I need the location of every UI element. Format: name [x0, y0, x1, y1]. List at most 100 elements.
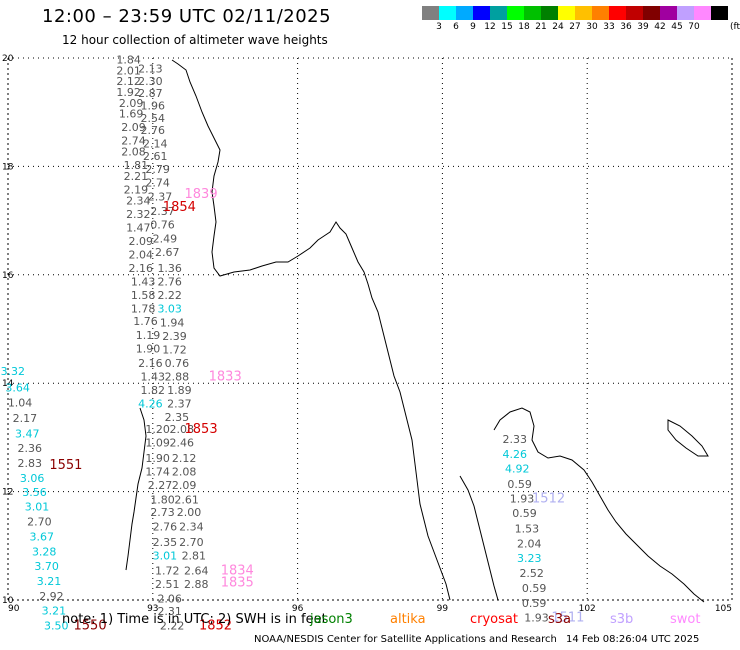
satellite-name-jason3: jason3	[310, 612, 353, 627]
wave-height-value: 0.76	[165, 357, 190, 370]
legend-tick-label: 30	[586, 22, 598, 32]
wave-height-value: 3.56	[22, 486, 47, 499]
wave-height-value: 2.09	[119, 97, 144, 110]
wave-height-value: 2.12	[172, 452, 197, 465]
wave-height-value: 0.59	[522, 582, 547, 595]
wave-height-value: 2.01	[116, 64, 141, 77]
wave-height-value: 2.14	[143, 137, 168, 150]
pass-time-label: 1512	[532, 491, 565, 506]
pass-time-label: 1839	[185, 187, 218, 202]
cambodia-island	[667, 419, 709, 457]
wave-height-value: 1.20	[145, 423, 170, 436]
wave-height-value: 2.87	[138, 87, 163, 100]
wave-height-value: 2.34	[179, 521, 204, 534]
legend-tick-label: 12	[484, 22, 496, 32]
pass-time-label: 1854	[163, 200, 196, 215]
wave-height-value: 1.43	[131, 276, 156, 289]
wave-height-value: 2.67	[155, 246, 180, 259]
satellite-name-s3b: s3b	[610, 612, 634, 627]
credit-line: NOAA/NESDIS Center for Satellite Applica…	[254, 634, 557, 645]
color-legend-bar	[422, 6, 728, 20]
wave-height-value: 2.51	[155, 578, 180, 591]
wave-height-value: 3.06	[20, 472, 45, 485]
wave-height-value: 2.12	[116, 75, 141, 88]
wave-height-value: 1.90	[145, 452, 170, 465]
legend-swatch	[507, 6, 524, 20]
wave-height-value: 3.01	[25, 501, 50, 514]
myanmar-bangladesh-coast	[171, 59, 451, 601]
legend-swatch	[524, 6, 541, 20]
pass-time-label: 1551	[49, 458, 82, 473]
wave-height-value: 2.52	[519, 567, 544, 580]
wave-height-value: 3.47	[15, 427, 40, 440]
wave-height-value: 2.76	[157, 276, 182, 289]
latitude-tick-label: 12	[2, 488, 13, 498]
wave-height-value: 1.92	[116, 86, 141, 99]
wave-height-value: 1.76	[133, 315, 158, 328]
wave-height-value: 1.53	[515, 522, 540, 535]
longitude-tick-label: 93	[147, 604, 158, 614]
legend-swatch	[575, 6, 592, 20]
wave-height-value: 2.34	[126, 194, 151, 207]
wave-height-value: 1.84	[116, 53, 141, 66]
wave-height-value: 1.04	[8, 397, 33, 410]
wave-height-value: 3.64	[5, 381, 30, 394]
latitude-tick-label: 14	[2, 379, 14, 389]
wave-height-value: 4.92	[505, 463, 530, 476]
legend-swatch	[626, 6, 643, 20]
longitude-tick-label: 105	[715, 604, 732, 614]
altimeter-track-values: 3.32 3.64 1.04 2.17 3.47 2.36 2.83 3.063.56 3.01…	[1, 53, 585, 633]
wave-height-value: 2.61	[143, 150, 168, 163]
map-frame	[7, 57, 733, 601]
wave-height-value: 2.36	[17, 442, 42, 455]
wave-height-value: 2.04	[128, 249, 153, 262]
wave-height-value: 1.78	[131, 303, 156, 316]
wave-height-value: 1.94	[160, 316, 185, 329]
coastline	[125, 59, 709, 603]
wave-height-value: 2.35	[153, 536, 178, 549]
wave-height-value: 2.70	[179, 536, 204, 549]
wave-height-value: 2.04	[517, 537, 542, 550]
wave-height-value: 2.73	[150, 506, 175, 519]
wave-height-value: 2.61	[174, 494, 199, 507]
wave-height-value: 3.50	[44, 619, 69, 632]
legend-swatch	[643, 6, 660, 20]
wave-height-value: 3.21	[42, 605, 67, 618]
latitude-tick-label: 20	[2, 54, 14, 64]
wave-height-value: 3.32	[1, 365, 26, 378]
legend-tick-label: 3	[436, 22, 442, 32]
wave-height-value: 2.32	[126, 208, 151, 221]
wave-height-value: 1.96	[141, 99, 166, 112]
footer-note: note: 1) Time is in UTC; 2) SWH is in fe…	[62, 612, 327, 627]
satellite-name-altika: altika	[390, 612, 426, 627]
legend-swatch	[541, 6, 558, 20]
satellite-name-swot: swot	[670, 612, 701, 627]
wave-height-value: 2.30	[138, 75, 163, 88]
wave-height-value: 1.81	[124, 159, 149, 172]
wave-height-value: 2.64	[184, 565, 209, 578]
legend-swatch	[456, 6, 473, 20]
thai-coast	[493, 407, 705, 603]
wave-height-value: 1.72	[162, 343, 187, 356]
legend-tick-label: 9	[470, 22, 476, 32]
wave-height-value: 1.36	[157, 262, 182, 275]
wave-height-value: 3.28	[32, 546, 57, 559]
wave-height-value: 2.54	[141, 112, 166, 125]
wave-height-value: 2.88	[165, 370, 190, 383]
wave-height-value: 1.47	[126, 221, 151, 234]
legend-tick-label: 21	[535, 22, 547, 32]
wave-height-value: 2.74	[121, 135, 146, 148]
wave-height-value: 1.19	[136, 329, 161, 342]
wave-height-value: 2.31	[157, 605, 182, 618]
wave-height-value: 1.82	[141, 384, 166, 397]
legend-tick-label: 27	[569, 22, 581, 32]
wave-height-value: 0.59	[522, 597, 547, 610]
legend-swatch	[660, 6, 677, 20]
wave-height-value: 2.88	[184, 578, 209, 591]
wave-height-value: 2.09	[128, 235, 153, 248]
wave-height-value: 2.21	[124, 170, 149, 183]
satellite-name-cryosat: cryosat	[470, 612, 518, 627]
pass-time-label: 1511	[551, 611, 584, 626]
legend-tick-label: 24	[552, 22, 564, 32]
legend-tick-label: 70	[688, 22, 700, 32]
